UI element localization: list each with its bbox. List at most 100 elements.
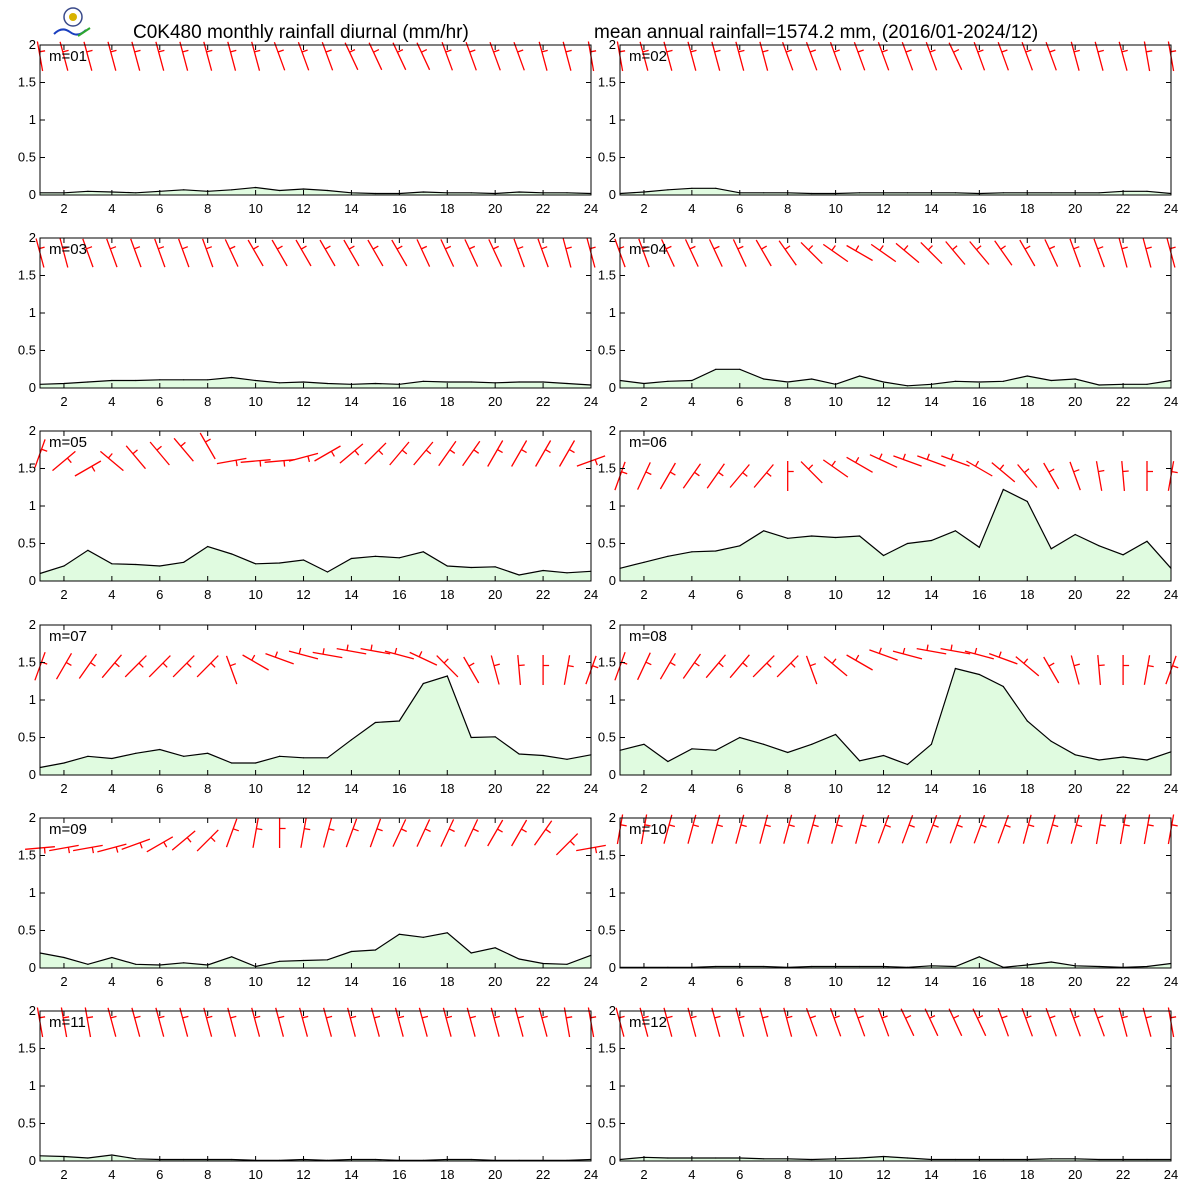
x-tick-label: 2: [640, 201, 647, 216]
y-tick-label: 2: [29, 423, 36, 438]
panel-9: 00.511.522 4 6 8 10 12 14 16 18 20 22 24m=09: [18, 810, 606, 989]
wind-barb: [687, 1007, 697, 1037]
x-tick-label: 20: [1068, 974, 1082, 989]
wind-barb: [925, 814, 939, 844]
wind-barb: [131, 1007, 141, 1037]
wind-barb: [637, 652, 652, 681]
x-tick-label: 4: [108, 394, 115, 409]
wind-barb: [1043, 462, 1060, 490]
wind-barb: [616, 814, 627, 845]
wind-barb: [805, 655, 818, 685]
wind-barb: [1095, 461, 1105, 491]
wind-barb: [705, 654, 726, 679]
wind-barb: [759, 41, 769, 71]
wind-barb: [823, 656, 848, 677]
x-tick-label: 10: [248, 201, 262, 216]
rain-point: [906, 763, 909, 766]
x-tick-label: 10: [248, 1167, 262, 1182]
rain-area: [40, 676, 591, 775]
rain-point: [906, 385, 909, 387]
rain-point: [859, 192, 861, 194]
wind-barb: [941, 453, 970, 467]
y-tick-label: 1: [29, 1078, 36, 1093]
rain-point: [1098, 545, 1100, 547]
wind-barb: [855, 814, 867, 844]
wind-barb: [1095, 814, 1106, 845]
y-tick-label: 1.5: [18, 268, 36, 283]
wind-barb: [177, 238, 190, 268]
wind-barb: [991, 462, 1016, 483]
wind-barb: [146, 836, 174, 853]
rain-point: [374, 555, 376, 557]
panel-label: m=03: [49, 241, 87, 258]
wind-barb: [344, 42, 359, 71]
wind-barb: [462, 440, 481, 467]
x-tick-label: 24: [584, 781, 598, 796]
x-tick-label: 18: [440, 781, 454, 796]
rain-point: [326, 382, 329, 385]
rain-point: [1050, 961, 1052, 963]
wind-barb: [441, 41, 454, 71]
rain-point: [183, 1158, 185, 1161]
wind-barb: [1015, 656, 1040, 677]
x-tick-label: 16: [392, 974, 406, 989]
rain-point: [470, 192, 472, 194]
rain-point: [350, 557, 352, 560]
wind-barb: [82, 238, 94, 268]
x-tick-label: 4: [108, 1167, 115, 1182]
rain-point: [111, 757, 113, 760]
rain-point: [691, 551, 693, 553]
wind-barb: [663, 41, 673, 71]
wind-barb: [853, 1007, 866, 1037]
rain-point: [279, 562, 281, 564]
rain-point: [882, 381, 885, 383]
wind-barb: [1167, 1007, 1177, 1038]
rain-point: [446, 932, 448, 934]
rain-point: [470, 952, 472, 954]
rain-point: [231, 762, 233, 764]
x-tick-label: 6: [736, 781, 743, 796]
wind-barb: [925, 41, 938, 71]
rain-point: [787, 381, 789, 383]
rain-point: [542, 569, 544, 572]
wind-barb: [783, 1007, 793, 1037]
panel-label: m=11: [49, 1014, 86, 1031]
wind-barb: [201, 238, 214, 268]
wind-barb: [562, 41, 572, 71]
wind-barb: [394, 1007, 405, 1037]
rain-point: [231, 189, 233, 191]
rain-point: [159, 565, 161, 567]
wind-barb: [805, 1007, 818, 1037]
y-tick-label: 0.5: [18, 923, 36, 938]
x-tick-label: 2: [60, 781, 67, 796]
wind-barb: [537, 238, 549, 268]
rain-point: [763, 192, 765, 194]
wind-barb: [489, 41, 501, 71]
x-tick-label: 2: [60, 974, 67, 989]
wind-barb: [148, 655, 171, 678]
wind-barb: [131, 41, 141, 71]
rain-point: [715, 1157, 717, 1159]
rain-point: [374, 192, 376, 195]
wind-barb: [101, 654, 122, 679]
rain-point: [954, 380, 957, 382]
x-tick-label: 2: [60, 1167, 67, 1182]
rain-point: [63, 762, 65, 764]
wind-barb: [682, 463, 702, 489]
x-tick-label: 20: [488, 394, 502, 409]
wind-barb: [440, 819, 455, 847]
y-tick-label: 1: [609, 692, 616, 707]
wind-barb: [1119, 814, 1130, 845]
wind-barb: [1143, 41, 1153, 72]
wind-barb: [711, 1007, 721, 1037]
wind-barb: [969, 241, 990, 265]
rain-point: [1146, 759, 1148, 761]
wind-barb: [1070, 41, 1080, 71]
wind-barb: [1044, 239, 1059, 267]
wind-barb: [251, 41, 261, 71]
wind-barb: [83, 41, 93, 71]
rain-point: [1050, 548, 1052, 550]
wind-barb: [877, 41, 890, 71]
x-tick-label: 24: [584, 974, 598, 989]
x-tick-label: 16: [972, 394, 986, 409]
